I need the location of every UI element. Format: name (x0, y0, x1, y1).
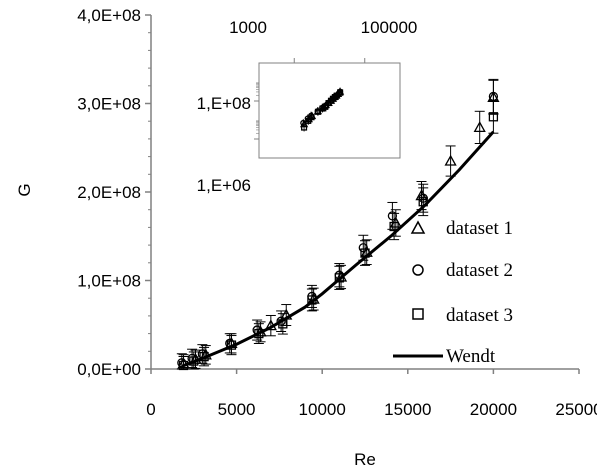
inset-point-square (333, 92, 340, 99)
data-point-square (189, 356, 199, 366)
y-ticks (145, 14, 151, 370)
data-point-square (488, 112, 499, 122)
x-tick-label: 25000 (555, 400, 597, 419)
inset-point-square (308, 114, 315, 121)
data-point-triangle (473, 121, 486, 133)
legend-entry-dataset-1: dataset 1 (410, 218, 513, 239)
y-tick-label: 1,0E+08 (77, 272, 141, 291)
data-point-square (389, 221, 399, 232)
y-tick-label: 0,0E+00 (77, 360, 141, 379)
legend-label-dataset-2: dataset 2 (446, 260, 513, 281)
y-tick-labels: 0,0E+00 1,0E+08 2,0E+08 3,0E+08 4,0E+08 (77, 6, 141, 379)
wendt-line (181, 130, 495, 368)
x-tick-label: 0 (146, 400, 155, 419)
y-tick-label: 4,0E+08 (77, 6, 141, 25)
legend-label-dataset-3: dataset 3 (446, 305, 513, 326)
data-point-square (360, 248, 370, 258)
data-point-square (254, 328, 264, 339)
inset-y-tick-label-2: 1,E+06 (197, 176, 251, 195)
data-point-square (226, 340, 237, 350)
legend-label-wendt: Wendt (446, 346, 496, 367)
data-point-circle (358, 243, 368, 253)
data-point-square (278, 319, 288, 329)
data-point-square (199, 351, 209, 362)
data-point-triangle (415, 189, 428, 201)
inset-y-tick-label-1: 1,E+08 (197, 94, 251, 113)
inset-frame (258, 62, 401, 159)
inset-point-square (301, 124, 308, 131)
legend-label-dataset-1: dataset 1 (446, 218, 513, 239)
inset-points (299, 87, 345, 132)
legend-entry-wendt: Wendt (393, 346, 496, 367)
legend-circle-icon (412, 264, 424, 276)
legend-square-icon (412, 308, 424, 320)
inset-ticks (254, 58, 366, 140)
x-tick-label: 15000 (384, 400, 431, 419)
data-point-triangle (264, 319, 277, 331)
data-point-square (334, 273, 344, 283)
inset-point-square (322, 103, 329, 110)
y-axis-title: G (15, 183, 34, 196)
data-point-square (307, 295, 317, 305)
x-ticks (150, 369, 580, 374)
inset-point-square (337, 89, 344, 96)
data-point-circle (276, 316, 286, 326)
data-point-circle (225, 338, 235, 348)
data-point-square (418, 197, 428, 207)
data-point-circle (177, 358, 187, 368)
inset-point-square (331, 94, 338, 101)
data-point-triangle (444, 154, 457, 166)
data-point-circle (187, 353, 197, 364)
x-axis-title: Re (354, 450, 376, 469)
x-tick-labels: 0 5000 10000 15000 20000 25000 (146, 400, 597, 419)
y-tick-label: 3,0E+08 (77, 95, 141, 114)
legend-entry-dataset-2: dataset 2 (412, 260, 513, 281)
y-tick-label: 2,0E+08 (77, 183, 141, 202)
legend: dataset 1 dataset 2 dataset 3 Wendt (393, 218, 513, 367)
data-point-square (178, 360, 189, 371)
inset-point-square (314, 108, 321, 115)
inset-x-tick-label-2: 100000 (361, 18, 418, 37)
x-tick-label: 5000 (218, 400, 256, 419)
x-tick-label: 10000 (299, 400, 346, 419)
markers (176, 78, 500, 371)
data-point-circle (387, 211, 398, 221)
legend-entry-dataset-3: dataset 3 (412, 305, 513, 326)
data-point-circle (197, 349, 208, 359)
x-tick-label: 20000 (470, 400, 517, 419)
data-point-triangle (280, 308, 293, 320)
legend-triangle-icon (410, 220, 426, 234)
inset-x-tick-label-1: 1000 (229, 18, 267, 37)
inset-point-square (305, 117, 312, 124)
